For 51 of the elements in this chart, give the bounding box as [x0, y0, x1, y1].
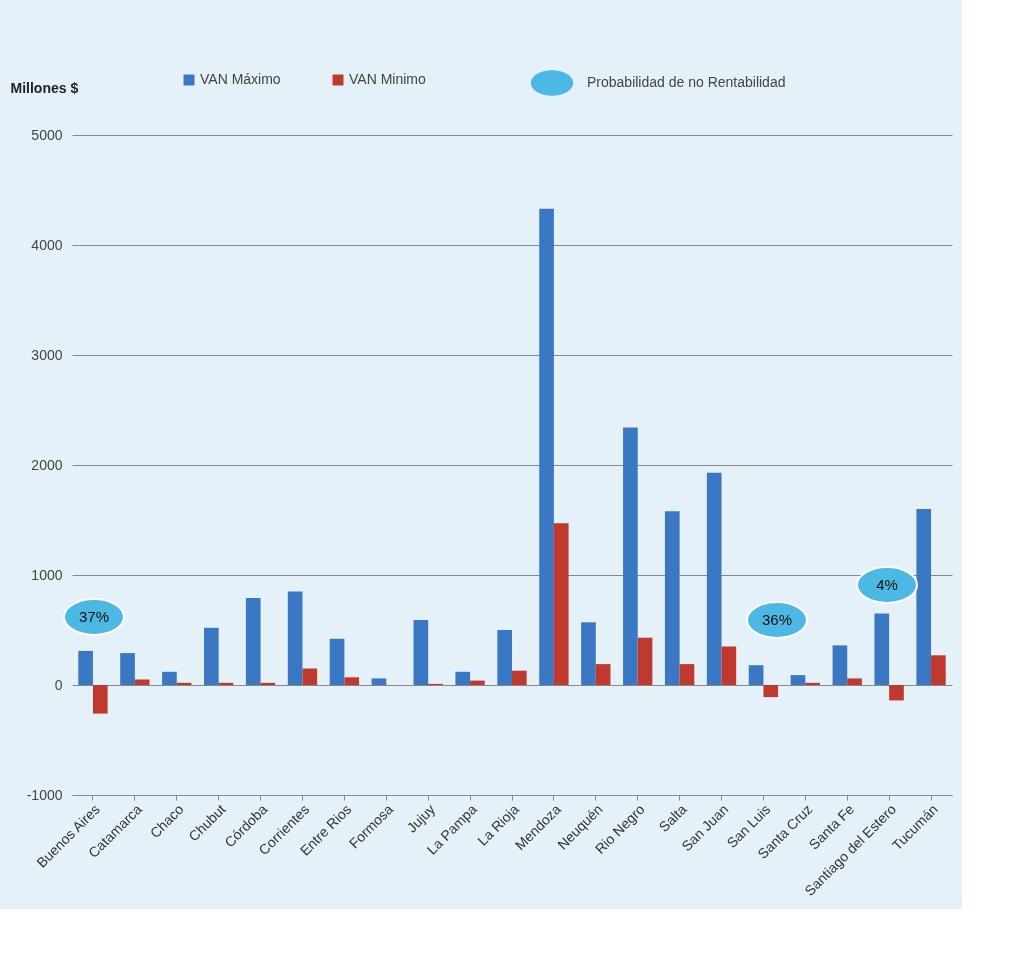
y-tick-label: 0 — [54, 676, 63, 693]
bar — [748, 665, 764, 685]
y-tick-label: 3000 — [31, 346, 63, 363]
legend-label: VAN Máximo — [200, 71, 281, 87]
bar — [595, 664, 611, 685]
bar — [470, 680, 485, 685]
bar — [371, 678, 387, 685]
bar — [512, 670, 527, 685]
bar — [706, 472, 722, 685]
bar — [329, 638, 345, 685]
bar — [874, 613, 890, 685]
bar — [162, 671, 177, 685]
text: Probabilidad de no Rentabilidad — [587, 74, 786, 90]
y-tick-label: 5000 — [31, 126, 63, 143]
bar — [790, 675, 806, 685]
y-tick-label: 4000 — [31, 236, 63, 253]
bar — [679, 664, 695, 685]
bar — [805, 682, 820, 685]
annotation: 37% — [78, 608, 110, 625]
bar — [637, 637, 653, 685]
bar — [539, 208, 554, 685]
bar — [721, 646, 737, 685]
bar — [245, 598, 261, 685]
bar — [497, 630, 512, 685]
bar — [413, 620, 429, 685]
bar — [916, 509, 932, 685]
bar — [623, 427, 638, 685]
y-tick-label: 1000 — [31, 566, 63, 583]
bar — [889, 685, 904, 701]
bar — [134, 679, 150, 685]
bar — [847, 678, 862, 685]
bar — [204, 627, 219, 685]
bar — [931, 655, 946, 685]
y-tick-label: -1000 — [26, 786, 63, 803]
bar — [581, 622, 596, 685]
bar — [664, 511, 680, 685]
bar — [553, 523, 569, 685]
bar — [763, 685, 779, 698]
annotation: 4% — [876, 576, 898, 593]
bar — [344, 677, 360, 685]
annotation: 36% — [761, 611, 793, 628]
bar — [455, 671, 471, 685]
bar — [78, 650, 93, 685]
legend-label: VAN Minimo — [349, 71, 426, 87]
bar — [120, 653, 135, 685]
bar — [302, 668, 318, 685]
y-axis-title: Millones $ — [10, 79, 79, 96]
bar — [287, 591, 303, 685]
bar — [92, 685, 108, 714]
bar — [832, 645, 848, 685]
y-tick-label: 2000 — [31, 456, 63, 473]
